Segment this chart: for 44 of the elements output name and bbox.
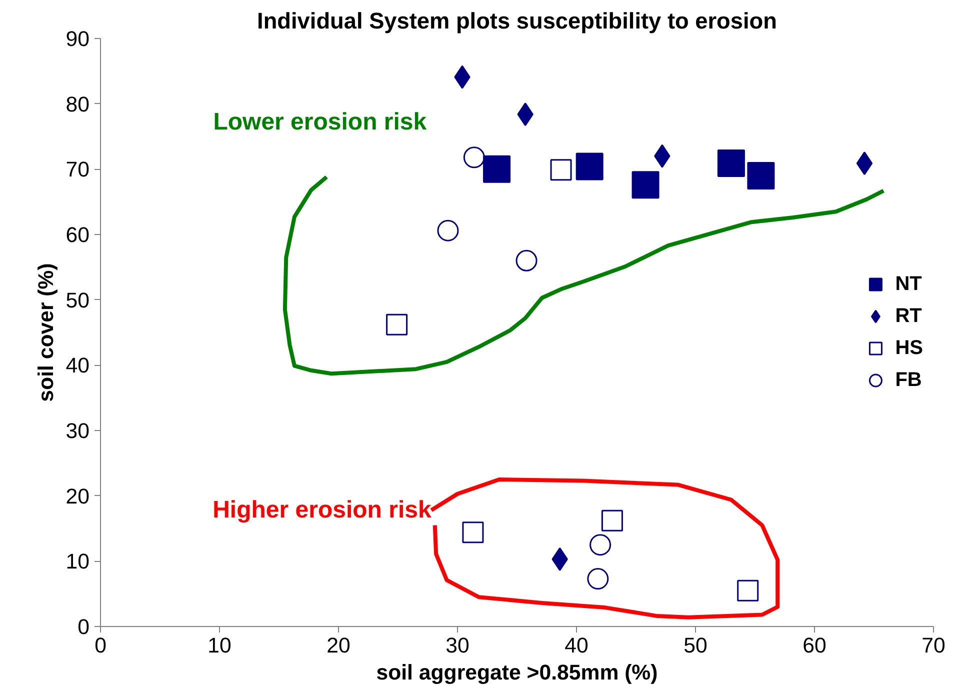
y-tick-label: 90 — [66, 27, 90, 51]
point — [590, 534, 612, 556]
point — [587, 568, 609, 590]
x-tick-label: 30 — [446, 634, 470, 658]
x-tick-label: 70 — [922, 634, 946, 658]
point — [601, 510, 623, 532]
point — [437, 220, 459, 242]
point — [463, 146, 485, 168]
annotation: Lower erosion risk — [213, 108, 428, 136]
x-tick-label: 20 — [326, 634, 350, 658]
x-tick-label: 10 — [208, 634, 232, 658]
legend-label: RT — [895, 304, 922, 328]
y-tick-label: 60 — [66, 223, 90, 247]
y-tick-label: 0 — [78, 615, 90, 639]
x-tick-label: 0 — [94, 634, 107, 658]
y-tick-label: 50 — [66, 288, 90, 312]
x-axis-title: soil aggregate >0.85mm (%) — [376, 660, 658, 684]
point — [516, 250, 538, 272]
y-tick-label: 30 — [66, 419, 90, 443]
point — [483, 155, 511, 183]
y-tick-label: 10 — [66, 550, 90, 574]
y-tick-label: 70 — [66, 158, 90, 182]
y-tick-label: 20 — [66, 484, 90, 508]
x-tick-label: 40 — [564, 634, 588, 658]
point — [462, 522, 484, 544]
point — [717, 150, 745, 178]
annotation: Higher erosion risk — [212, 496, 432, 524]
chart-title: Individual System plots susceptibility to erosion — [257, 8, 777, 34]
y-tick-label: 40 — [66, 354, 90, 378]
y-tick-label: 80 — [66, 92, 90, 116]
point — [386, 314, 408, 336]
legend-label: NT — [895, 272, 922, 296]
point — [856, 152, 873, 176]
point — [632, 171, 660, 199]
point — [550, 159, 572, 181]
line-series — [282, 175, 886, 376]
point — [576, 152, 604, 180]
y-axis-title: soil cover (%) — [34, 263, 58, 402]
x-tick-label: 60 — [802, 634, 826, 658]
legend-label: HS — [895, 336, 923, 360]
point — [747, 162, 775, 190]
point — [737, 580, 759, 602]
legend-label: FB — [895, 368, 922, 392]
x-tick-label: 50 — [684, 634, 708, 658]
